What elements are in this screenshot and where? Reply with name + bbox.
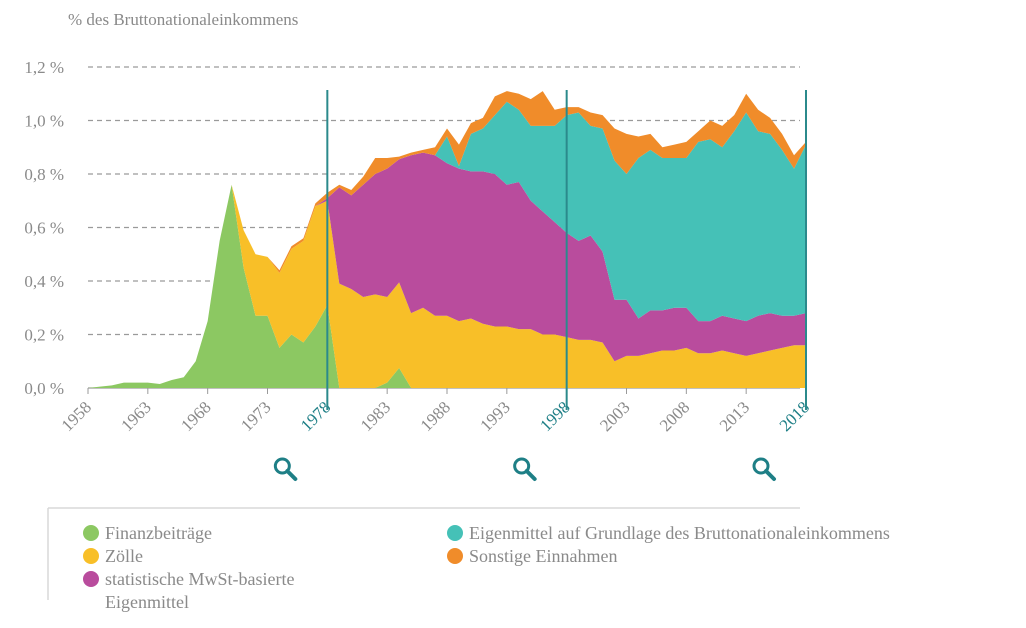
zoom-icon-handle	[764, 469, 776, 481]
legend-marker	[447, 525, 463, 541]
x-tick-label: 1993	[476, 398, 513, 435]
x-tick-label: 2003	[596, 398, 633, 435]
y-axis-label: % des Bruttonationaleinkommens	[68, 10, 298, 29]
area	[88, 91, 806, 388]
legend-label: Finanzbeiträge	[105, 523, 212, 543]
zoom-button[interactable]	[513, 457, 537, 481]
legend-label: Sonstige Einnahmen	[469, 546, 618, 566]
y-tick-label: 0,4 %	[24, 272, 64, 291]
zoom-icon-handle	[285, 469, 298, 481]
x-tick-label: 1963	[117, 398, 154, 435]
legend-label: Zölle	[105, 546, 143, 566]
legend-label: Eigenmittel auf Grundlage des Bruttonati…	[469, 523, 890, 543]
legend-marker	[83, 571, 99, 587]
zoom-button[interactable]	[273, 457, 298, 481]
x-tick-label: 2008	[656, 398, 693, 435]
legend-marker	[83, 525, 99, 541]
y-tick-label: 1,0 %	[24, 112, 64, 131]
legend-marker	[83, 548, 99, 564]
x-tick-label: 1998	[536, 398, 573, 435]
x-tick-label: 1988	[417, 398, 454, 435]
x-tick-label: 1983	[357, 398, 394, 435]
zoom-icon-lens	[513, 457, 531, 475]
zoom-button[interactable]	[752, 457, 776, 481]
y-tick-label: 0,8 %	[24, 165, 64, 184]
x-tick-label: 1978	[297, 398, 334, 435]
x-tick-label: 2018	[776, 398, 813, 435]
y-tick-label: 0,6 %	[24, 219, 64, 238]
area	[88, 152, 806, 388]
area	[88, 101, 806, 389]
legend-marker	[447, 548, 463, 564]
area	[88, 184, 806, 388]
x-tick-label: 1973	[237, 398, 274, 435]
zoom-icon-lens	[273, 457, 291, 475]
y-tick-label: 0,2 %	[24, 326, 64, 345]
y-tick-label: 0,0 %	[24, 379, 64, 398]
y-tick-label: 1,2 %	[24, 58, 64, 77]
legend-label: statistische MwSt-basierte Eigenmittel	[105, 569, 295, 612]
x-tick-label: 1958	[58, 398, 95, 435]
zoom-icon-handle	[524, 469, 537, 481]
area	[88, 184, 806, 388]
x-tick-label: 1968	[177, 398, 214, 435]
zoom-icon-lens	[752, 457, 770, 475]
x-tick-label: 2013	[716, 398, 753, 435]
